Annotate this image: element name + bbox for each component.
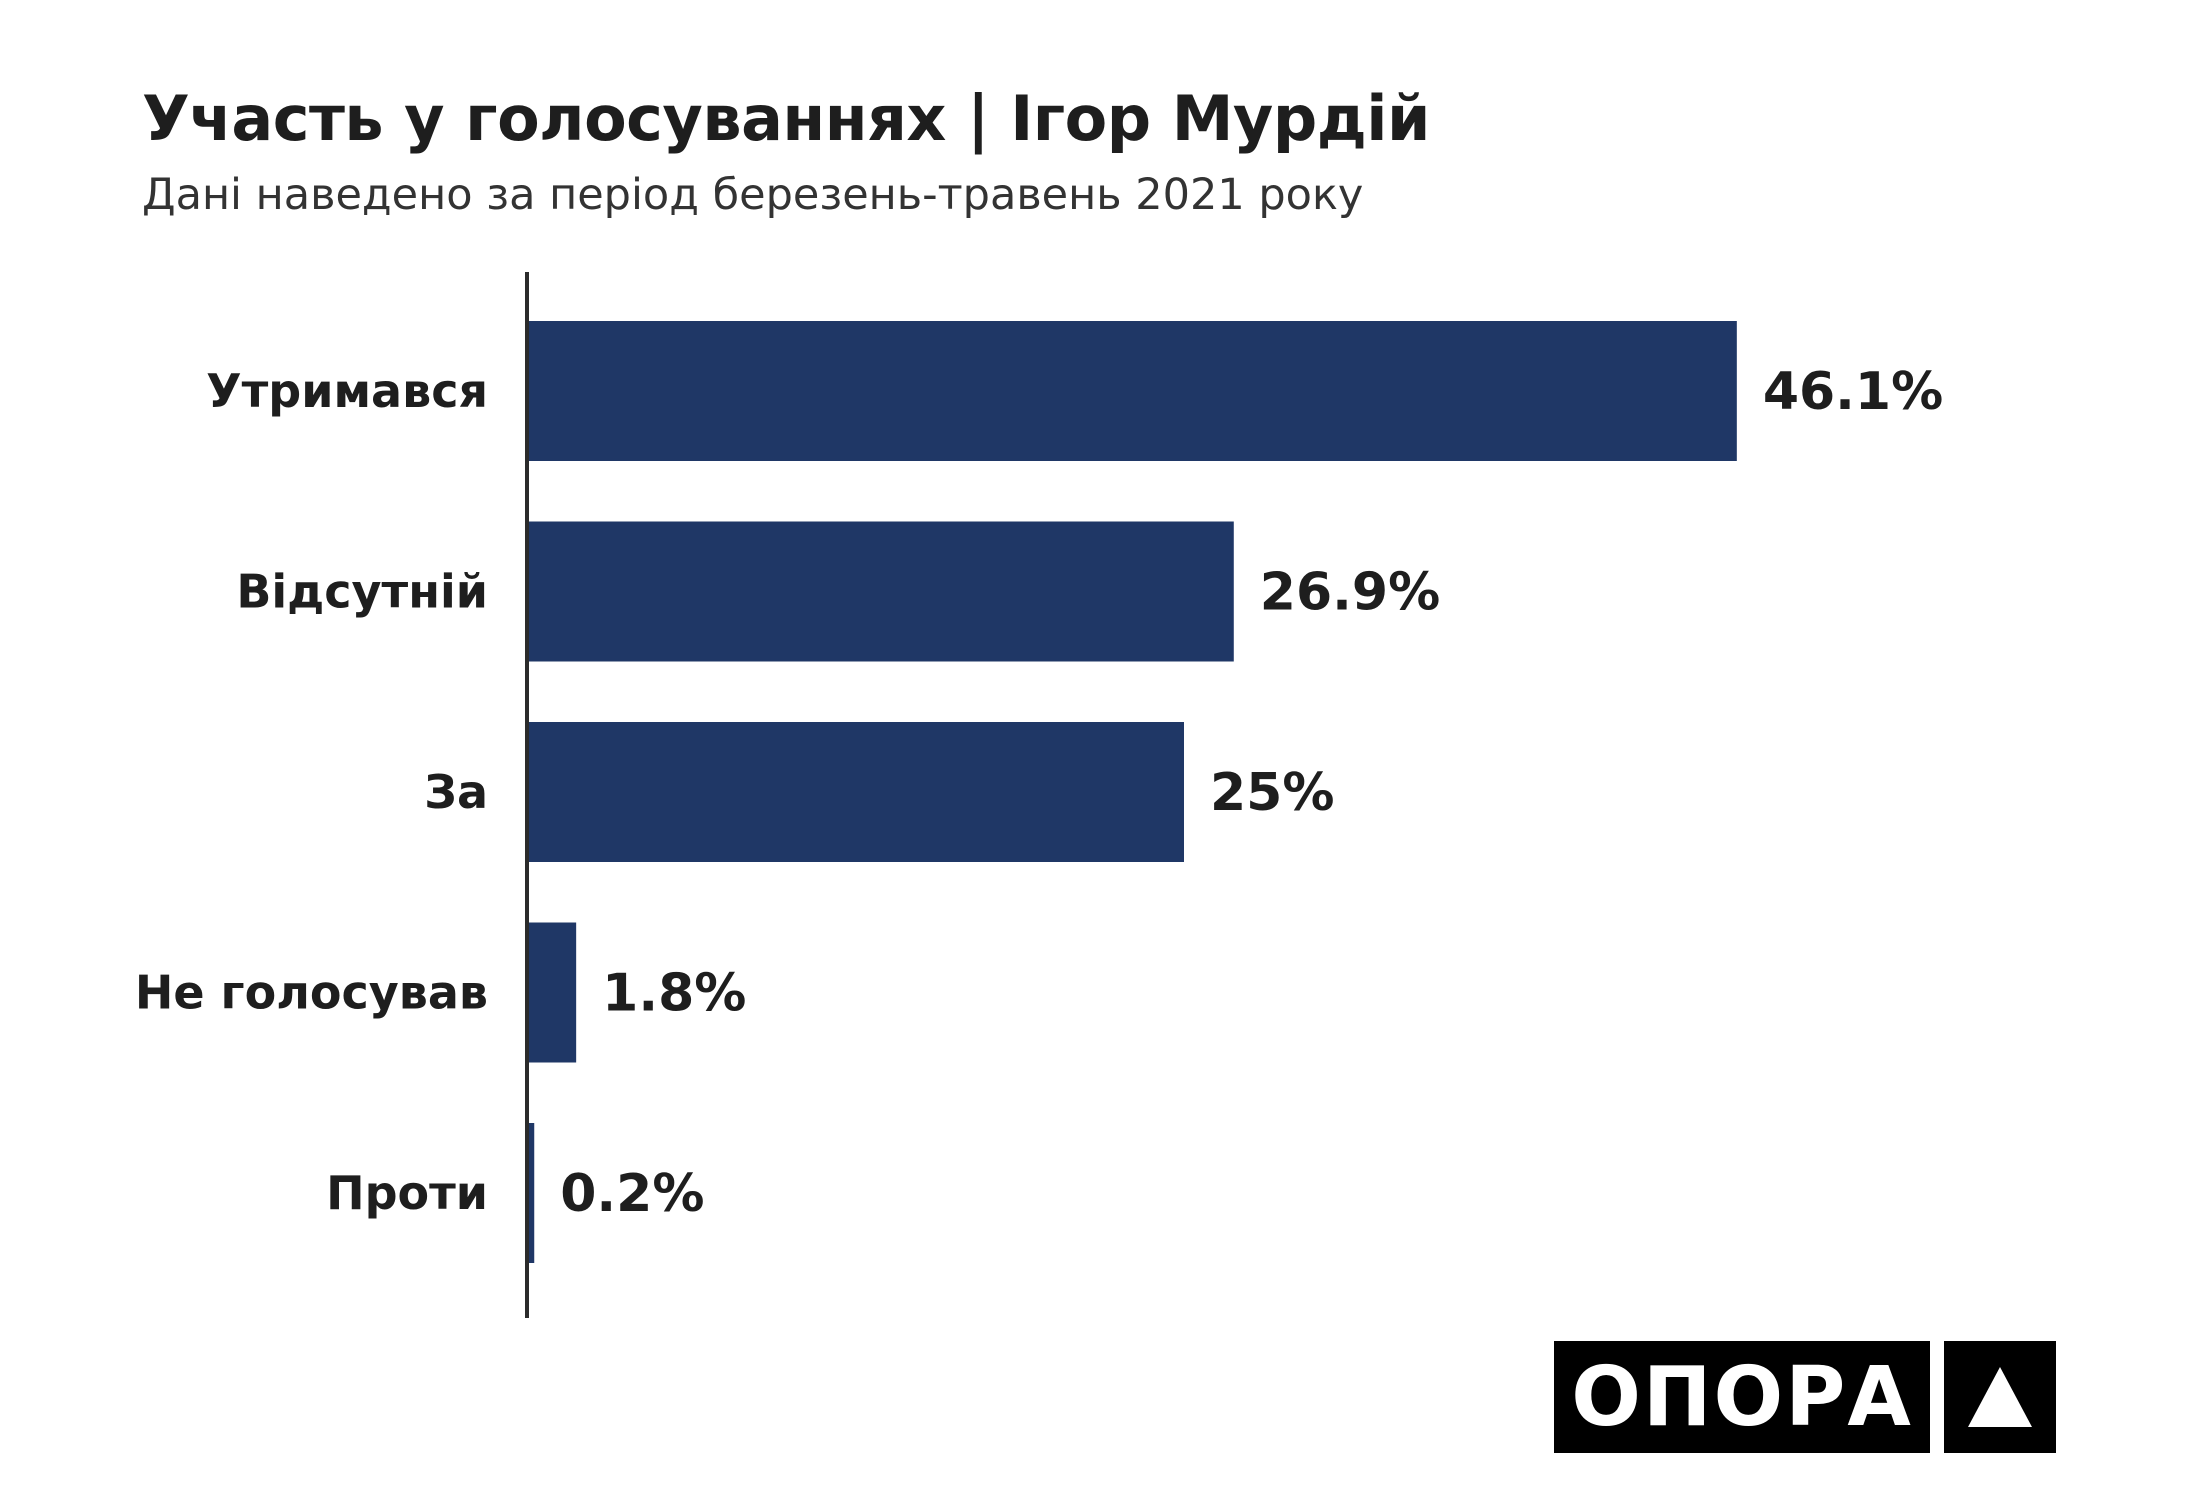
bar-2 <box>529 722 1184 862</box>
value-label-4: 0.2% <box>560 1164 704 1224</box>
value-label-2: 25% <box>1210 763 1334 823</box>
value-label-3: 1.8% <box>602 964 746 1024</box>
bar-1 <box>529 521 1234 662</box>
triangle-icon <box>1944 1341 2056 1453</box>
chart-subtitle: Дані наведено за період березень-травень… <box>142 170 1364 220</box>
bar-0 <box>529 321 1737 461</box>
value-label-1: 26.9% <box>1260 563 1440 623</box>
opora-logo: ОПОРА <box>1554 1341 2056 1453</box>
chart-title: Участь у голосуваннях | Ігор Мурдій <box>142 82 1430 155</box>
value-label-0: 46.1% <box>1763 362 1943 422</box>
category-label-2: За <box>424 765 488 819</box>
category-label-3: Не голосував <box>135 966 488 1020</box>
bar-4 <box>529 1123 535 1263</box>
category-label-4: Проти <box>326 1166 488 1220</box>
bar-3 <box>529 922 577 1063</box>
category-label-0: Утримався <box>206 364 488 418</box>
logo-wordmark: ОПОРА <box>1554 1341 1930 1453</box>
category-label-1: Відсутній <box>236 565 488 619</box>
